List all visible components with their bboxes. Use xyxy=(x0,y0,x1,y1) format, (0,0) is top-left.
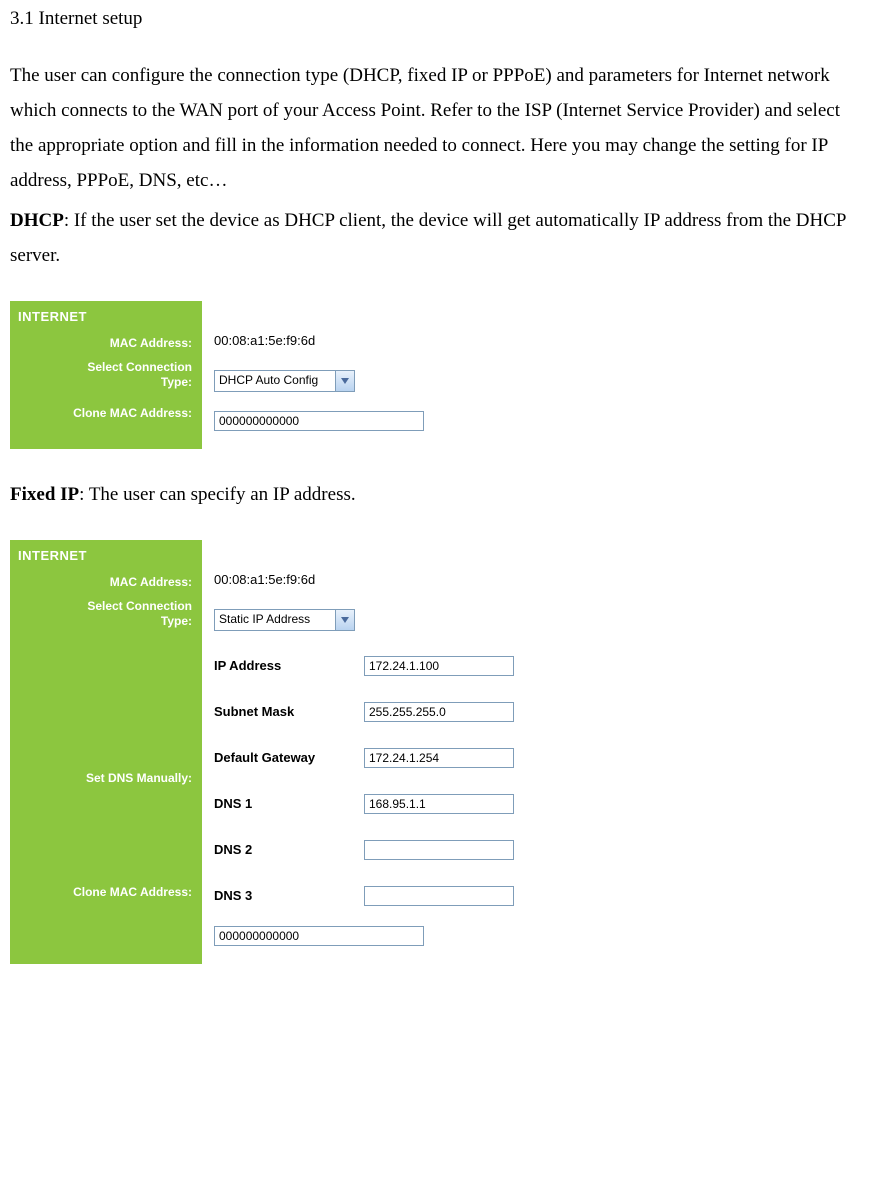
fixed-ip-paragraph: Fixed IP: The user can specify an IP add… xyxy=(10,477,860,512)
ip-address-input[interactable] xyxy=(364,656,514,676)
connection-type-selected: Static IP Address xyxy=(215,610,335,630)
dhcp-content: 00:08:a1:5e:f9:6d DHCP Auto Config xyxy=(202,301,860,449)
connection-type-select[interactable]: Static IP Address xyxy=(214,609,355,631)
fixed-ip-content: 00:08:a1:5e:f9:6d Static IP Address IP A… xyxy=(202,540,860,964)
dns3-label: DNS 3 xyxy=(214,888,364,903)
intro-paragraph: The user can configure the connection ty… xyxy=(10,58,860,199)
dhcp-side: INTERNET MAC Address: Select ConnectionT… xyxy=(10,301,202,449)
fixed-ip-config-panel: INTERNET MAC Address: Select ConnectionT… xyxy=(10,540,860,964)
panel-title: INTERNET xyxy=(10,309,192,330)
default-gateway-input[interactable] xyxy=(364,748,514,768)
chevron-down-icon xyxy=(335,610,354,630)
section-heading: 3.1 Internet setup xyxy=(10,8,860,30)
connection-type-select[interactable]: DHCP Auto Config xyxy=(214,370,355,392)
clone-mac-input[interactable] xyxy=(214,926,424,946)
fixed-ip-side: INTERNET MAC Address: Select ConnectionT… xyxy=(10,540,202,964)
mac-address-value: 00:08:a1:5e:f9:6d xyxy=(214,333,315,348)
dns1-label: DNS 1 xyxy=(214,796,364,811)
ip-address-label: IP Address xyxy=(214,658,364,673)
set-dns-manually-label: Set DNS Manually: xyxy=(86,771,192,786)
connection-type-label: Select ConnectionType: xyxy=(87,599,192,629)
default-gateway-label: Default Gateway xyxy=(214,750,364,765)
chevron-down-icon xyxy=(335,371,354,391)
fixed-ip-text: : The user can specify an IP address. xyxy=(79,484,355,505)
fixed-ip-bold: Fixed IP xyxy=(10,484,79,505)
dhcp-text: : If the user set the device as DHCP cli… xyxy=(10,210,846,266)
mac-address-label: MAC Address: xyxy=(110,575,192,590)
mac-address-value: 00:08:a1:5e:f9:6d xyxy=(214,572,315,587)
dns2-input[interactable] xyxy=(364,840,514,860)
dhcp-config-panel: INTERNET MAC Address: Select ConnectionT… xyxy=(10,301,860,449)
subnet-mask-label: Subnet Mask xyxy=(214,704,364,719)
subnet-mask-input[interactable] xyxy=(364,702,514,722)
connection-type-label: Select ConnectionType: xyxy=(87,360,192,390)
mac-address-label: MAC Address: xyxy=(110,336,192,351)
dhcp-bold: DHCP xyxy=(10,210,64,231)
dns1-input[interactable] xyxy=(364,794,514,814)
clone-mac-input[interactable] xyxy=(214,411,424,431)
dns3-input[interactable] xyxy=(364,886,514,906)
clone-mac-label: Clone MAC Address: xyxy=(73,406,192,421)
connection-type-selected: DHCP Auto Config xyxy=(215,371,335,391)
dns2-label: DNS 2 xyxy=(214,842,364,857)
dhcp-paragraph: DHCP: If the user set the device as DHCP… xyxy=(10,203,860,273)
panel-title: INTERNET xyxy=(10,548,192,569)
clone-mac-label: Clone MAC Address: xyxy=(73,885,192,900)
